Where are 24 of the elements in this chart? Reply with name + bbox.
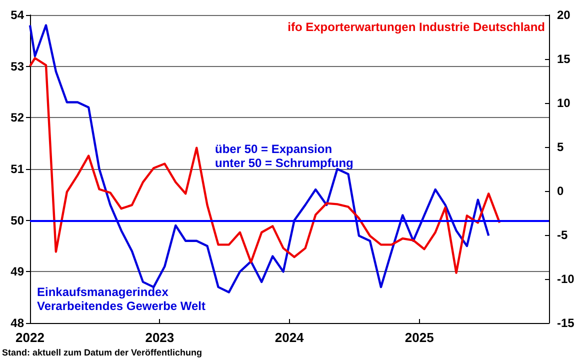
x-tick-label: 2022 <box>16 330 44 345</box>
y-tick-label: 50 <box>10 213 24 228</box>
x-tick-label: 2023 <box>145 330 174 345</box>
y-tick-label: 51 <box>10 162 24 176</box>
x-tick-label: 2024 <box>274 330 305 345</box>
y-tick-label: 48 <box>10 316 24 330</box>
series-label: Einkaufsmanagerindex Verarbeitendes Gewerbe Welt <box>37 285 206 313</box>
annotation: über 50 = Expansion unter 50 = Schrumpfung <box>215 142 354 170</box>
text: ifo Exporterwartungen Industrie Deutschland <box>288 20 546 34</box>
y2-tick-label: -5 <box>557 228 568 242</box>
y2-tick-label: 5 <box>557 140 564 154</box>
x-tick-label: 2025 <box>404 330 434 345</box>
text: Stand: aktuell zum Datum der Veröffentlichung <box>2 348 202 358</box>
y2-tick-label: -15 <box>557 316 575 330</box>
y2-tick-label: 10 <box>557 96 571 110</box>
y2-tick-label: 15 <box>557 52 571 66</box>
y-tick-label: 49 <box>10 264 24 279</box>
y2-tick-label: 20 <box>557 8 571 22</box>
y-tick-label: 54 <box>10 8 24 22</box>
y2-tick-label: -10 <box>557 272 575 286</box>
y-tick-label: 52 <box>10 110 24 125</box>
line-series <box>28 57 501 274</box>
y-tick-label: 53 <box>10 59 24 74</box>
y2-tick-label: 0 <box>557 184 564 198</box>
